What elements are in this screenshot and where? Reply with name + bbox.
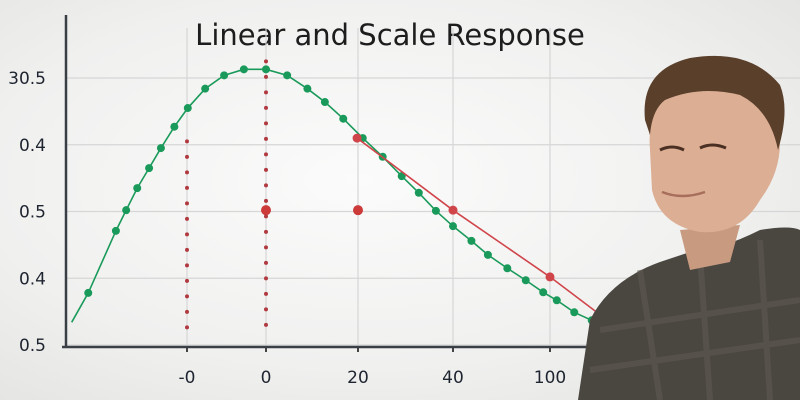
x-tick-label: 20 xyxy=(347,368,369,388)
data-point xyxy=(145,164,154,173)
y-tick-label: 0.5 xyxy=(19,336,46,356)
data-point xyxy=(133,184,142,193)
y-tick-label: 30.5 xyxy=(8,69,46,89)
data-point xyxy=(303,84,312,93)
data-point xyxy=(483,250,492,259)
dotted-line-dot xyxy=(264,291,268,296)
dotted-line-dot xyxy=(264,214,268,219)
data-point xyxy=(84,288,93,297)
data-point xyxy=(201,84,210,93)
dotted-line-dot xyxy=(185,247,189,252)
dotted-line-dot xyxy=(264,136,268,141)
chart-title: Linear and Scale Response xyxy=(195,18,585,52)
data-point xyxy=(320,98,329,107)
dotted-line-dot xyxy=(264,152,268,157)
data-point xyxy=(239,65,248,74)
data-point xyxy=(261,205,271,216)
data-point xyxy=(339,114,348,123)
y-tick-label: 0.4 xyxy=(19,269,46,289)
data-point xyxy=(111,226,120,235)
dotted-line-dot xyxy=(264,260,268,265)
data-point xyxy=(539,288,548,297)
dotted-line-dot xyxy=(185,309,189,314)
x-tick-label: 40 xyxy=(442,368,464,388)
dotted-line-dot xyxy=(185,154,189,159)
dotted-line-dot xyxy=(185,263,189,268)
dotted-line-dot xyxy=(185,185,189,190)
dotted-line-dot xyxy=(264,229,268,234)
dotted-line-dot xyxy=(264,59,268,64)
data-point xyxy=(262,65,270,74)
data-point xyxy=(467,236,476,245)
dotted-line-dot xyxy=(185,216,189,221)
dotted-line-dot xyxy=(264,183,268,188)
data-point xyxy=(570,308,579,317)
data-point xyxy=(431,206,440,215)
data-point xyxy=(397,172,406,181)
dotted-line-dot xyxy=(185,170,189,175)
series-line xyxy=(356,137,601,316)
data-point xyxy=(353,205,363,216)
dotted-line-dot xyxy=(264,121,268,126)
dotted-line-dot xyxy=(264,167,268,172)
dotted-line-dot xyxy=(185,278,189,283)
data-point xyxy=(156,144,165,153)
data-point xyxy=(448,205,458,215)
dotted-line-dot xyxy=(185,201,189,206)
data-point xyxy=(503,264,512,273)
data-point xyxy=(521,276,530,285)
dotted-line-dot xyxy=(185,294,189,299)
data-point xyxy=(283,71,292,80)
data-point xyxy=(545,272,555,282)
presenter xyxy=(578,55,800,400)
x-tick-label: -0 xyxy=(179,368,196,388)
x-tick-label: 0 xyxy=(261,368,272,388)
x-tick-label: 100 xyxy=(534,368,566,388)
dotted-line-dot xyxy=(264,276,268,281)
dotted-line-dot xyxy=(264,245,268,250)
dotted-line-dot xyxy=(264,322,268,327)
y-tick-label: 0.4 xyxy=(19,136,46,156)
data-point xyxy=(220,71,229,80)
dotted-line-dot xyxy=(264,105,268,110)
data-point xyxy=(183,104,192,113)
dotted-line-dot xyxy=(264,74,268,79)
dotted-line-dot xyxy=(185,139,189,144)
data-point xyxy=(170,122,179,131)
data-point xyxy=(449,222,457,231)
y-tick-label: 0.5 xyxy=(19,203,46,223)
data-point xyxy=(414,188,423,197)
dotted-line-dot xyxy=(185,325,189,330)
dotted-line-dot xyxy=(264,198,268,203)
dotted-line-dot xyxy=(264,307,268,312)
dotted-line-dot xyxy=(264,90,268,95)
dotted-line-dot xyxy=(185,232,189,237)
data-point xyxy=(122,206,131,215)
data-point xyxy=(552,296,561,305)
data-point xyxy=(352,133,362,143)
